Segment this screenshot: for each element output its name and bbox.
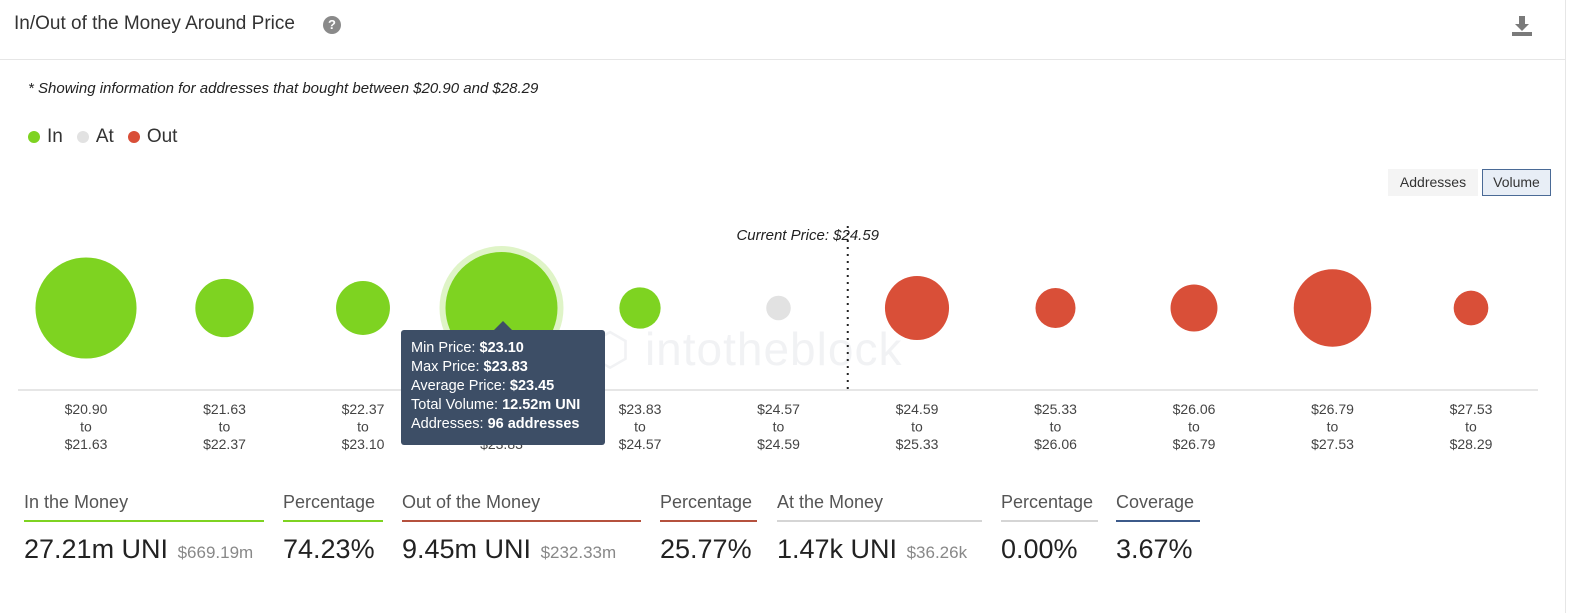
x-tick-label: $24.59 — [896, 401, 939, 417]
legend-dot-in — [28, 131, 40, 143]
summary-label: Out of the Money — [402, 492, 641, 522]
legend-item-in[interactable]: In — [28, 126, 63, 148]
x-tick-label: to — [219, 419, 231, 435]
legend-dot-out — [127, 131, 140, 143]
watermark-logo: ⬡ intotheblock — [590, 323, 903, 375]
x-tick-label: $25.33 — [896, 436, 939, 452]
summary-label: Percentage — [283, 492, 383, 522]
x-tick-label: $20.90 — [65, 401, 108, 417]
summary-value: 3.67% — [1116, 534, 1193, 564]
x-tick-label: to — [80, 419, 92, 435]
summary-label: Percentage — [660, 492, 757, 522]
x-tick-label: $26.79 — [1311, 401, 1354, 417]
x-tick-label: $23.10 — [342, 436, 385, 452]
summary-value: 0.00% — [1001, 534, 1078, 564]
bubble-in — [336, 281, 390, 335]
summary-value: 1.47k UNI $36.26k — [777, 534, 968, 564]
summary-value: 27.21m UNI $669.19m — [24, 534, 254, 564]
summary-label: Coverage — [1116, 492, 1200, 522]
addresses-toggle-button[interactable]: Addresses — [1388, 169, 1478, 196]
bubble-out — [884, 275, 950, 341]
x-tick-label: to — [1050, 419, 1062, 435]
x-tick-label: to — [634, 419, 646, 435]
summary-label: Percentage — [1001, 492, 1098, 522]
x-tick-label: $24.59 — [757, 436, 800, 452]
legend-label-in: In — [47, 126, 63, 147]
legend-item-at[interactable]: At — [76, 126, 114, 148]
summary-label: In the Money — [24, 492, 264, 522]
bubble-in — [619, 287, 661, 329]
x-tick-label: $26.06 — [1034, 436, 1077, 452]
range-note: * Showing information for addresses that… — [28, 80, 539, 97]
tooltip-row-min-price: Min Price: $23.10 — [411, 340, 524, 356]
x-tick-label: $21.63 — [65, 436, 108, 452]
summary-value: 9.45m UNI $232.33m — [402, 534, 617, 564]
summary-coverage: Coverage 3.67% — [1116, 492, 1200, 565]
summary-label: At the Money — [777, 492, 982, 522]
bubble-in — [35, 257, 137, 359]
chart-tooltip: Min Price: $23.10 Max Price: $23.83 Aver… — [401, 330, 605, 445]
x-tick-label: $27.53 — [1450, 401, 1493, 417]
volume-toggle-button[interactable]: Volume — [1482, 169, 1551, 196]
chart-title: In/Out of the Money Around Price — [14, 13, 295, 34]
bubble-out — [1170, 284, 1218, 332]
x-tick-label: to — [1465, 419, 1477, 435]
current-price-label: Current Price: $24.59 — [736, 227, 879, 244]
chart-header: In/Out of the Money Around Price ? — [0, 0, 1566, 60]
summary-at-the-money: At the Money 1.47k UNI $36.26k — [777, 492, 982, 565]
summary-at-percentage: Percentage 0.00% — [1001, 492, 1098, 565]
x-tick-label: $21.63 — [203, 401, 246, 417]
question-circle-icon[interactable]: ? — [323, 16, 341, 34]
tooltip-row-total-volume: Total Volume: 12.52m UNI — [411, 397, 581, 413]
summary-out-of-the-money: Out of the Money 9.45m UNI $232.33m — [402, 492, 641, 565]
legend-item-out[interactable]: Out — [127, 126, 178, 148]
x-tick-label: $23.83 — [619, 401, 662, 417]
summary-value: 25.77% — [660, 534, 752, 564]
chart-legend: In At Out — [28, 126, 191, 148]
x-tick-label: to — [773, 419, 785, 435]
x-tick-label: $22.37 — [203, 436, 246, 452]
x-tick-label: to — [1327, 419, 1339, 435]
tooltip-row-max-price: Max Price: $23.83 — [411, 359, 528, 375]
x-tick-label: to — [1188, 419, 1200, 435]
x-tick-label: $26.06 — [1173, 401, 1216, 417]
summary-value: 74.23% — [283, 534, 375, 564]
x-tick-label: $24.57 — [757, 401, 800, 417]
x-tick-label: to — [911, 419, 923, 435]
tooltip-row-addresses: Addresses: 96 addresses — [411, 416, 580, 432]
bubble-out — [1035, 287, 1076, 329]
x-tick-label: to — [357, 419, 369, 435]
bubble-out — [1453, 290, 1489, 326]
x-tick-label: $24.57 — [619, 436, 662, 452]
tooltip-arrow — [494, 321, 512, 330]
bubble-in — [195, 278, 254, 338]
tooltip-row-average-price: Average Price: $23.45 — [411, 378, 555, 394]
download-icon[interactable] — [1510, 14, 1534, 38]
panel-border — [1565, 0, 1566, 613]
bubble-at — [766, 295, 791, 321]
bubble-out — [1293, 269, 1372, 347]
legend-dot-at — [76, 131, 89, 143]
bubble-chart: Current Price: $24.59$20.90to$21.63$21.6… — [18, 226, 1538, 452]
x-tick-label: $26.79 — [1173, 436, 1216, 452]
summary-in-the-money: In the Money 27.21m UNI $669.19m — [24, 492, 264, 565]
summary-in-percentage: Percentage 74.23% — [283, 492, 383, 565]
legend-label-at: At — [95, 126, 114, 147]
legend-label-out: Out — [146, 126, 178, 147]
summary-out-percentage: Percentage 25.77% — [660, 492, 757, 565]
x-tick-label: $25.33 — [1034, 401, 1077, 417]
x-tick-label: $27.53 — [1311, 436, 1354, 452]
x-tick-label: $28.29 — [1450, 436, 1493, 452]
x-tick-label: $22.37 — [342, 401, 385, 417]
